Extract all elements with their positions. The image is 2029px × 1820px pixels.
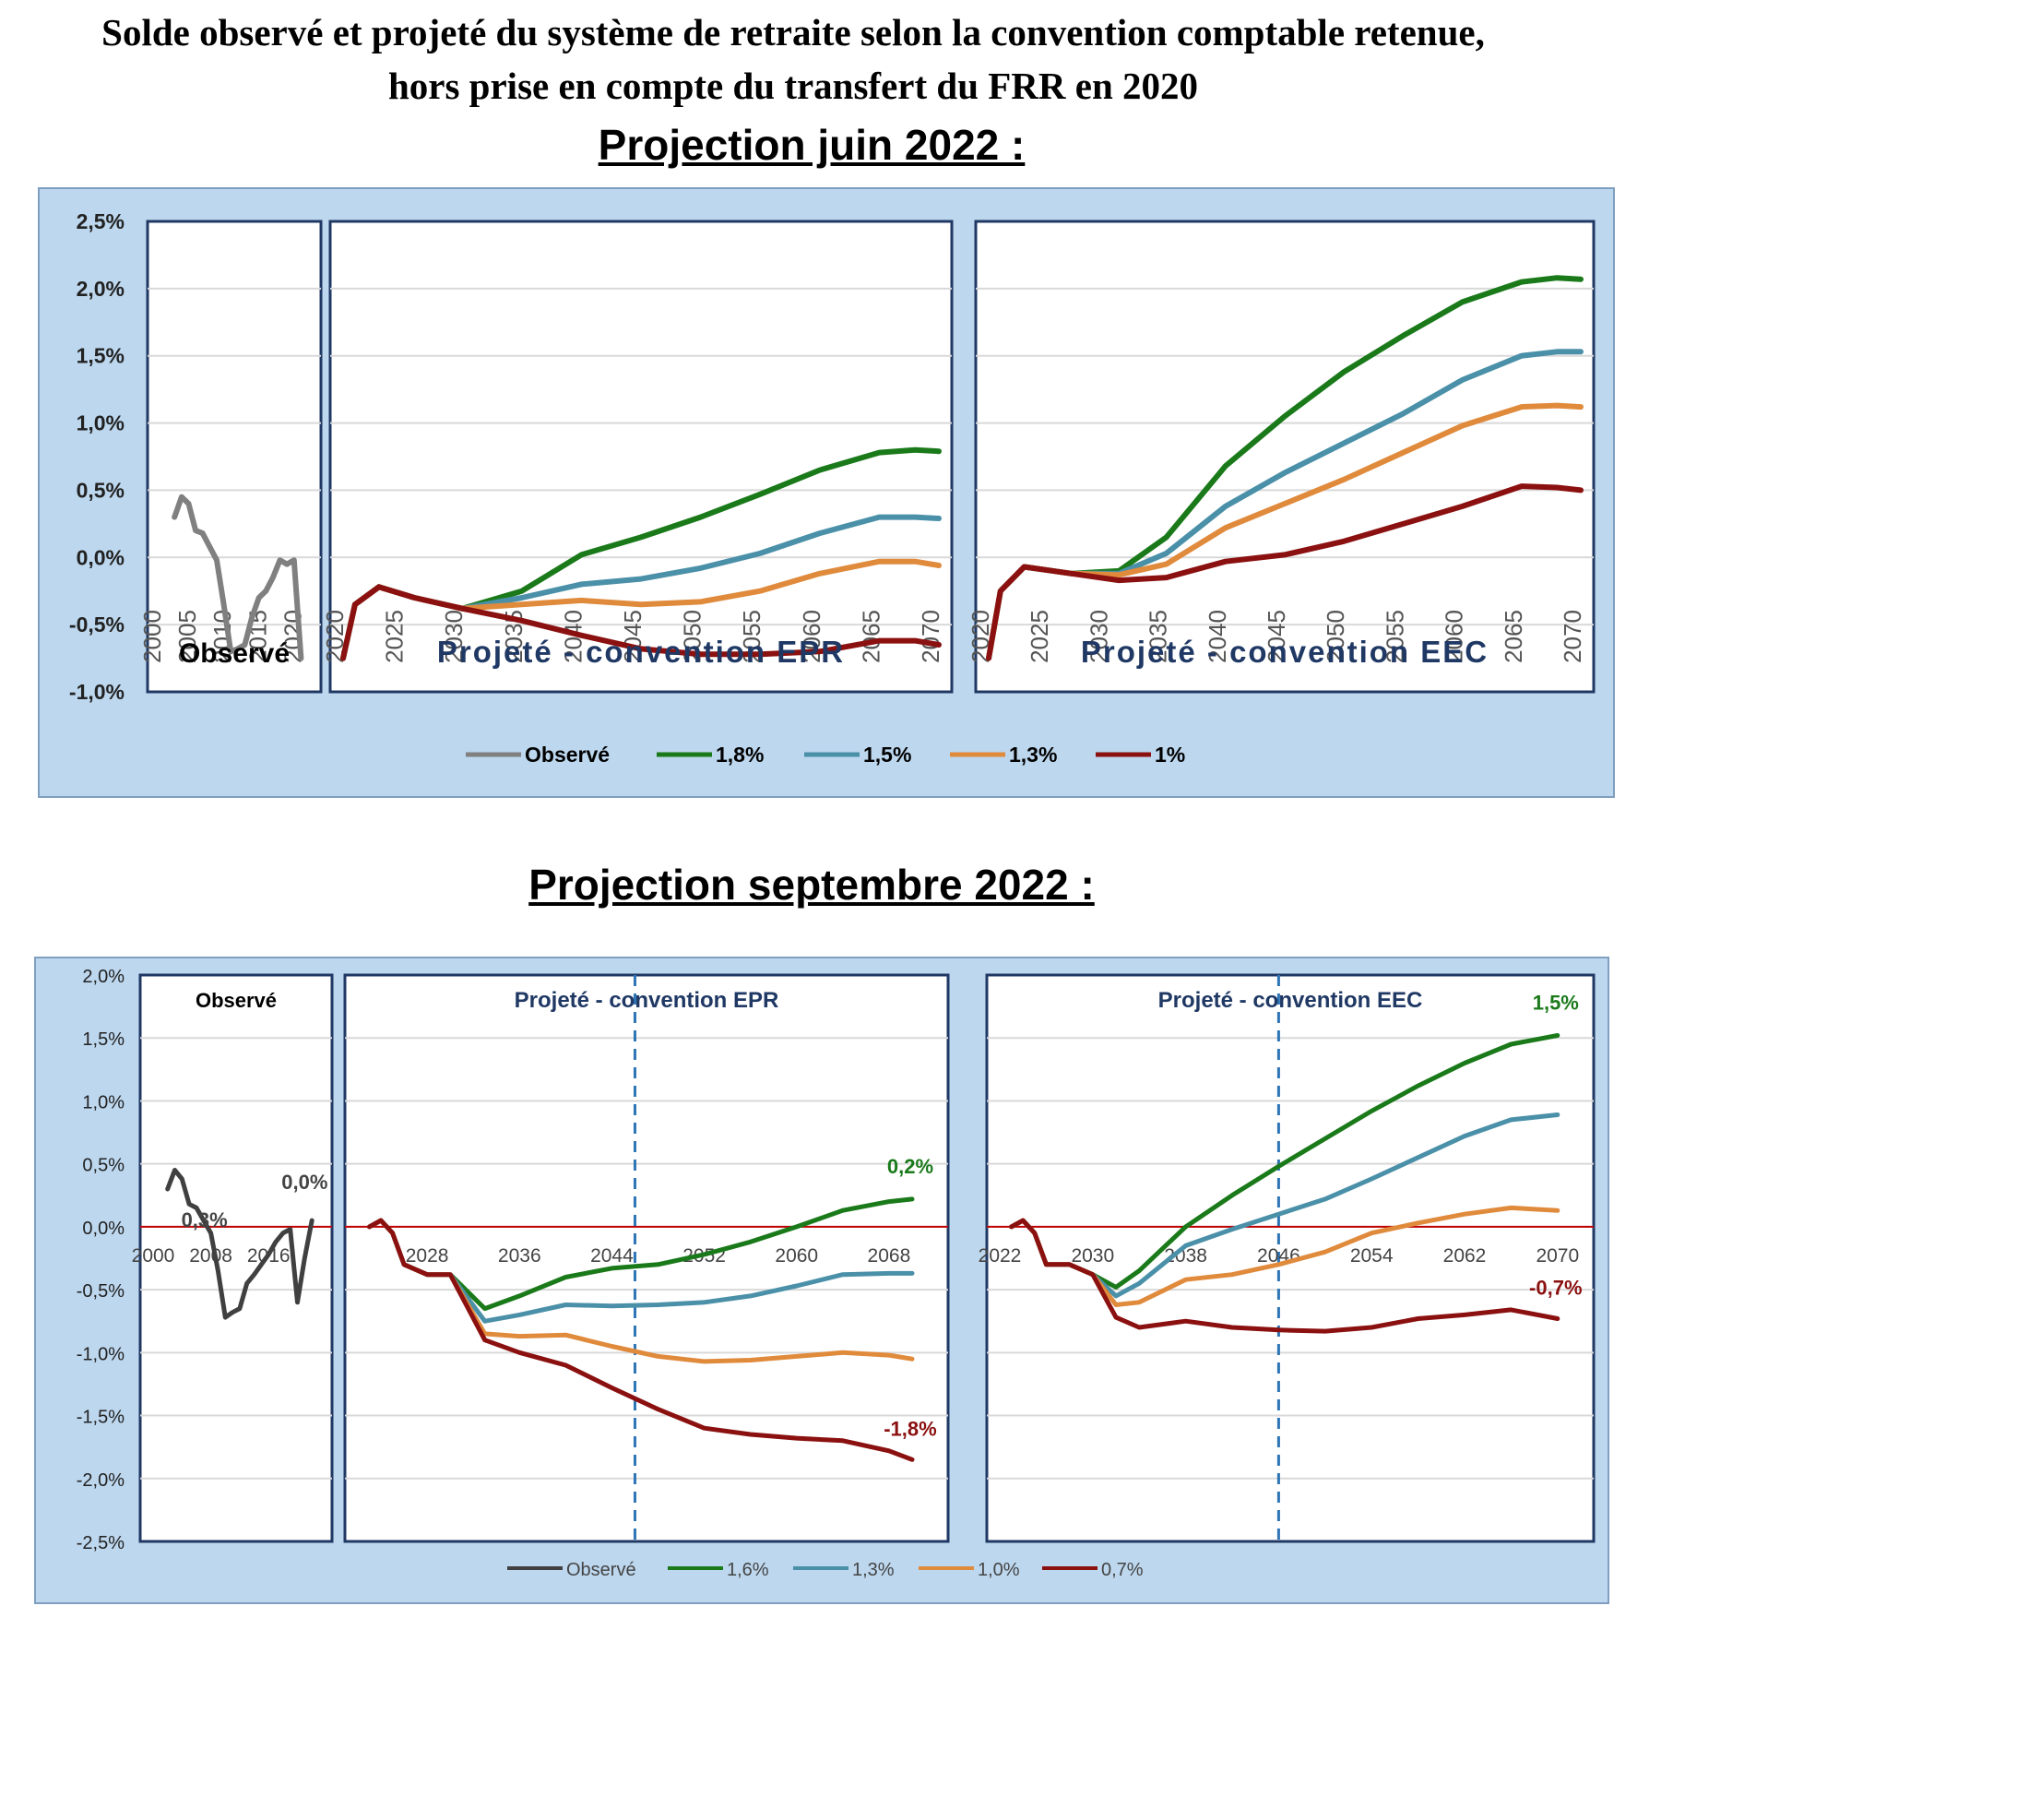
x-tick-label: 2065 <box>857 610 884 663</box>
chart-2: 2,0% 1,5% 1,0% 0,5% 0,0% -0,5% -1,0% -1,5% -2,0%… <box>34 957 1609 1604</box>
y-tick-label: 1,0% <box>77 411 125 435</box>
series-line-Observé <box>172 494 304 661</box>
y-tick-label: 1,5% <box>82 1029 125 1050</box>
chart-2-title: Projection septembre 2022 : <box>528 861 1095 909</box>
data-label: -1,8% <box>884 1417 936 1440</box>
legend-label: 1,6% <box>727 1560 769 1580</box>
panel-label: Projeté - convention EEC <box>1081 635 1489 669</box>
legend-label: 1,3% <box>1009 743 1057 767</box>
panel-frame <box>343 973 950 1543</box>
x-tick-label: 2005 <box>173 610 201 663</box>
x-tick-label: 2044 <box>590 1245 634 1267</box>
x-tick-label: 2000 <box>132 1245 175 1267</box>
panel-label: Observé <box>196 989 277 1012</box>
panel-frame <box>985 973 1596 1543</box>
legend-label: 1,0% <box>978 1560 1020 1580</box>
x-tick-label: 2040 <box>1204 610 1231 663</box>
panel-label: Projeté - convention EPR <box>515 988 779 1013</box>
x-tick-label: 2035 <box>1145 610 1172 663</box>
y-tick-label: 1,5% <box>77 344 125 368</box>
chart-1-title: Projection juin 2022 : <box>598 121 1026 169</box>
x-tick-label: 2065 <box>1500 610 1527 663</box>
x-tick-label: 2070 <box>1559 610 1586 663</box>
x-tick-label: 2054 <box>1350 1245 1394 1267</box>
panel-label: Projeté - convention EPR <box>437 635 845 669</box>
x-tick-label: 2036 <box>498 1245 541 1267</box>
series-line-0,7% <box>1009 1218 1560 1334</box>
panel-label: Projeté - convention EEC <box>1158 988 1423 1013</box>
y-tick-label: -1,5% <box>77 1408 125 1428</box>
legend-label: Observé <box>566 1560 636 1580</box>
legend-label: 1,5% <box>863 743 911 767</box>
data-label: 0,3% <box>182 1208 228 1231</box>
y-tick-label: 0,5% <box>82 1156 125 1176</box>
x-tick-label: 2060 <box>775 1245 818 1267</box>
x-tick-label: 2068 <box>868 1245 911 1267</box>
y-tick-label: 2,0% <box>77 277 125 301</box>
x-tick-label: 2028 <box>406 1245 449 1267</box>
y-tick-label: 2,0% <box>82 967 125 987</box>
x-tick-label: 2062 <box>1443 1245 1487 1267</box>
y-tick-label: 0,5% <box>77 478 125 502</box>
y-tick-label: 0,0% <box>82 1219 125 1239</box>
y-tick-label: 1,0% <box>82 1092 125 1112</box>
chart-1-panel-2: 2020 2025 2030 2035 2040 2045 2050 2055 2060 2065… <box>321 220 954 694</box>
y-tick-label: -2,0% <box>77 1470 125 1491</box>
x-tick-label: 2038 <box>1164 1245 1207 1267</box>
series-line-1% <box>986 483 1584 661</box>
data-label: 0,2% <box>887 1155 933 1178</box>
chart-1: 2,5%2,0%1,5%1,0%0,5%0,0%-0,5%-1,0%2000 20… <box>38 187 1615 798</box>
y-tick-label: -0,5% <box>69 613 125 636</box>
legend-label: 1% <box>1155 743 1185 767</box>
page-title-line-2: hors prise en compte du transfert du FRR… <box>387 65 1199 107</box>
y-tick-label: 2,5% <box>77 209 125 233</box>
panel-frame <box>146 220 323 694</box>
page-title: Solde observé et projeté du système de r… <box>0 6 1586 113</box>
x-tick-label: 2045 <box>619 610 647 663</box>
panel-frame <box>974 220 1596 694</box>
x-tick-label: 2025 <box>1026 610 1053 663</box>
y-tick-label: -0,5% <box>77 1281 125 1302</box>
y-tick-label: -1,0% <box>69 680 125 704</box>
x-tick-label: 2025 <box>381 610 409 663</box>
x-tick-label: 2045 <box>1263 610 1290 663</box>
x-tick-label: 2070 <box>917 610 944 663</box>
x-tick-label: 2030 <box>1085 610 1112 663</box>
x-tick-label: 2055 <box>1381 610 1408 663</box>
legend-label: 0,7% <box>1101 1560 1144 1580</box>
x-tick-label: 2060 <box>1441 610 1468 663</box>
series-line-Observé <box>165 1168 314 1320</box>
y-tick-label: 0,0% <box>77 545 125 569</box>
x-tick-label: 2030 <box>1071 1245 1114 1267</box>
chart-1-panel-3: 2020 2025 2030 2035 2040 2045 2050 2055 2060 2065… <box>967 220 1596 694</box>
legend-label: 1,8% <box>716 743 764 767</box>
page-title-line-1: Solde observé et projeté du système de r… <box>101 11 1485 54</box>
data-label: -0,7% <box>1529 1276 1582 1299</box>
x-tick-label: 2070 <box>1536 1245 1579 1267</box>
panel-frame <box>138 973 334 1543</box>
legend-label: 1,3% <box>852 1560 895 1580</box>
x-tick-label: 2030 <box>440 610 468 663</box>
x-tick-label: 2000 <box>138 610 166 663</box>
series-line-1% <box>340 584 942 661</box>
x-tick-label: 2010 <box>208 610 236 663</box>
panel-frame <box>328 220 954 694</box>
panel-label: Observé <box>179 638 290 669</box>
data-label: 0,0% <box>281 1171 327 1194</box>
series-line-0,7% <box>367 1218 915 1462</box>
data-label: 1,5% <box>1533 991 1579 1014</box>
x-tick-label: 2022 <box>979 1245 1022 1267</box>
legend-label: Observé <box>525 743 610 767</box>
x-tick-label: 2050 <box>1322 610 1349 663</box>
y-tick-label: -1,0% <box>77 1344 125 1364</box>
y-tick-label: -2,5% <box>77 1533 125 1553</box>
x-tick-label: 2008 <box>189 1245 232 1267</box>
